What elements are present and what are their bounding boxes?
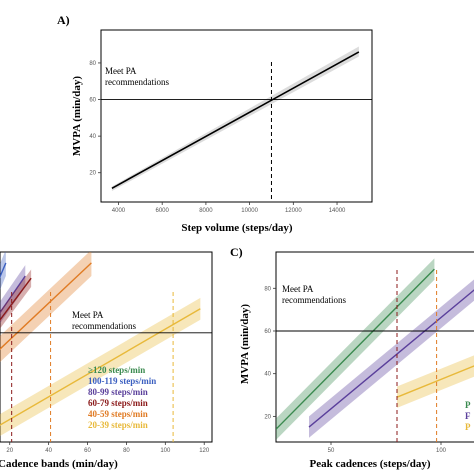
panel-b-series-line-4 <box>0 262 92 350</box>
panel-a-y-tick-label-2: 60 <box>89 98 96 104</box>
panel-b-x-tick-label-1: 40 <box>45 448 52 454</box>
panel-a-plot-border <box>100 29 373 203</box>
panel-a-marks <box>101 46 372 202</box>
panel-c-legend-fragment-2: P <box>465 422 471 432</box>
panel-c-series-line-2 <box>396 365 474 398</box>
panel-a-ci-band <box>111 46 359 192</box>
panel-b-marks <box>0 252 212 442</box>
panel-a-ref-label-2: recommendations <box>105 77 169 87</box>
panel-a-x-tick-label-2: 8000 <box>199 208 213 214</box>
panel-a-ticks: 4000 6000 8000 10000 12000 14000 20 40 60 80 <box>89 61 346 214</box>
panel-c-x-axis-label: Peak cadences (steps/day) <box>310 458 431 470</box>
panel-a-y-axis-label: MVPA (min/day) <box>71 76 83 156</box>
panel-a-y-tick-label-0: 20 <box>89 171 96 177</box>
panel-c-ref-label-1: Meet PA <box>282 284 314 294</box>
panel-c: C) 50 100 20 40 60 80 Meet PA recommendations… <box>230 245 474 470</box>
panel-b: 20 40 60 80 100 120 Meet PA recommendations ≥… <box>0 251 213 470</box>
panel-c-x-tick-label-1: 100 <box>436 448 447 454</box>
panel-b-ci-band-4 <box>0 252 92 363</box>
panel-a-y-tick-label-1: 40 <box>89 134 96 140</box>
panel-b-x-tick-label-2: 60 <box>84 448 91 454</box>
panel-c-y-tick-label-3: 80 <box>264 286 271 292</box>
panel-c-marks <box>276 258 474 442</box>
panel-b-ref-label-1: Meet PA <box>72 310 104 320</box>
panel-a-x-tick-label-5: 14000 <box>329 208 346 214</box>
panel-b-legend-entry-2: 80-99 steps/min <box>88 387 148 397</box>
panel-b-legend-entry-0: ≥120 steps/min <box>88 365 145 375</box>
panel-c-y-axis-label: MVPA (min/day) <box>239 304 251 384</box>
panel-c-legend: PFP <box>465 400 471 432</box>
panel-c-ticks: 50 100 20 40 60 80 <box>264 286 446 454</box>
panel-a-regression-line <box>111 51 360 189</box>
panel-a-label: A) <box>57 13 70 27</box>
panel-b-legend-entry-1: 100-119 steps/min <box>88 376 156 386</box>
panel-a-ref-label-1: Meet PA <box>105 66 137 76</box>
panel-b-series-line-3 <box>0 277 32 322</box>
panel-c-x-tick-label-0: 50 <box>328 448 335 454</box>
panel-b-x-axis-label: Cadence bands (min/day) <box>0 458 118 470</box>
panel-b-series-line-2 <box>0 275 26 314</box>
panel-b-legend-entry-3: 60-79 steps/min <box>88 398 148 408</box>
panel-a-y-tick-label-3: 80 <box>89 61 96 67</box>
panel-b-ref-label-2: recommendations <box>72 321 136 331</box>
panel-c-legend-fragment-1: F <box>465 411 471 421</box>
panel-a-x-tick-label-3: 10000 <box>241 208 258 214</box>
panel-c-y-tick-label-1: 40 <box>264 372 271 378</box>
panel-c-legend-fragment-0: P <box>465 400 471 410</box>
panel-a-x-tick-label-4: 12000 <box>285 208 302 214</box>
panel-b-x-tick-label-5: 120 <box>199 448 210 454</box>
panel-b-x-tick-label-4: 100 <box>160 448 171 454</box>
panel-b-x-tick-label-3: 80 <box>123 448 130 454</box>
panel-b-legend-entry-5: 20-39 steps/min <box>88 420 148 430</box>
panel-c-y-tick-label-0: 20 <box>264 414 271 420</box>
panel-b-series-line-5 <box>0 308 201 426</box>
panel-c-label: C) <box>230 245 243 259</box>
panel-c-series-line-1 <box>308 289 474 428</box>
panel-c-y-tick-label-2: 60 <box>264 329 271 335</box>
panel-a-x-axis-label: Step volume (steps/day) <box>181 222 293 234</box>
panel-b-plot-border <box>0 251 213 443</box>
panel-c-ref-label-2: recommendations <box>282 295 346 305</box>
panel-a-x-tick-label-0: 4000 <box>112 208 126 214</box>
panel-b-x-tick-label-0: 20 <box>6 448 13 454</box>
panel-c-plot-border <box>275 251 474 443</box>
panel-b-legend-entry-4: 40-59 steps/min <box>88 409 148 419</box>
panel-a: A) 4000 6000 8000 10000 12000 14000 20 40 60 80 M… <box>57 13 373 234</box>
panel-b-ticks: 20 40 60 80 100 120 <box>6 442 210 454</box>
panel-a-x-tick-label-1: 6000 <box>156 208 170 214</box>
panel-c-series-line-0 <box>276 268 435 430</box>
